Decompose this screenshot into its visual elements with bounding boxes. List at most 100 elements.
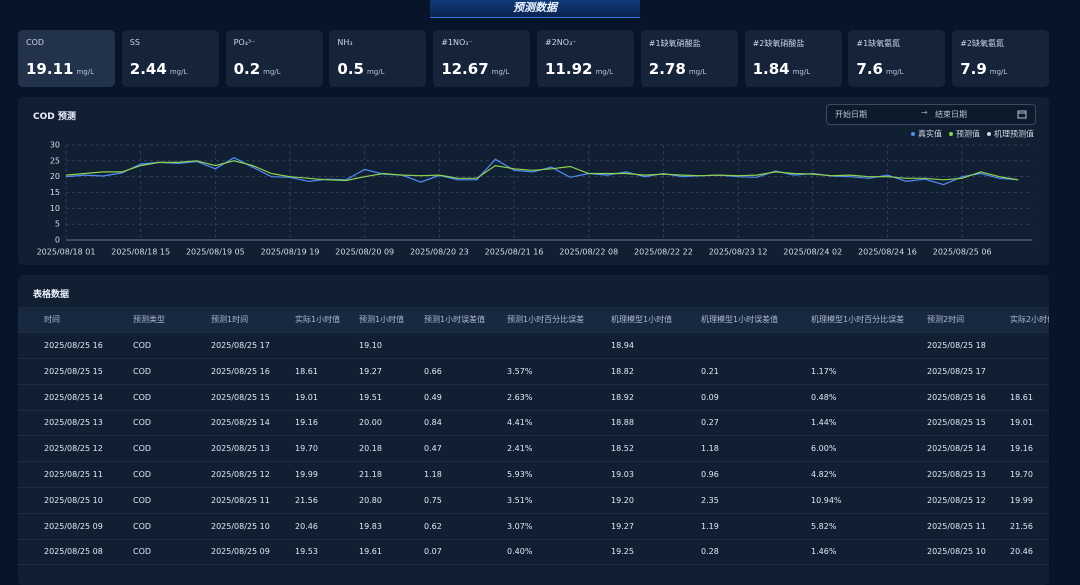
metric-label: #2NO₃⁻ bbox=[545, 38, 577, 47]
metric-number: 12.67 bbox=[441, 60, 489, 78]
table-cell: 2025/08/25 14 bbox=[44, 392, 103, 402]
x-tick-label: 2025/08/22 22 bbox=[634, 248, 693, 257]
start-date[interactable]: 开始日期 bbox=[835, 110, 867, 119]
metric-card[interactable]: #1NO₃⁻ 12.67 mg/L bbox=[433, 30, 531, 87]
table-cell: 19.20 bbox=[611, 495, 634, 505]
table-cell: 2025/08/25 16 bbox=[927, 392, 986, 402]
metric-card[interactable]: COD 19.11 mg/L bbox=[18, 30, 115, 87]
x-tick-label: 2025/08/20 23 bbox=[410, 248, 469, 257]
metric-number: 2.78 bbox=[648, 60, 686, 78]
metric-card[interactable]: #1缺氧硝酸盐 2.78 mg/L bbox=[640, 30, 738, 87]
x-tick-label: 2025/08/19 19 bbox=[261, 248, 320, 257]
metric-number: 1.84 bbox=[752, 60, 790, 78]
column-header: 时间 bbox=[44, 315, 60, 324]
page-title: 预测数据 bbox=[430, 0, 640, 18]
metric-card[interactable]: SS 2.44 mg/L bbox=[121, 30, 219, 87]
metric-value: 0.2 mg/L bbox=[234, 60, 281, 78]
legend-dot bbox=[987, 132, 991, 136]
metric-label: #2缺氧硝酸盐 bbox=[752, 39, 805, 48]
table-cell: 20.00 bbox=[359, 418, 382, 428]
table-cell: COD bbox=[133, 418, 152, 428]
metric-number: 2.44 bbox=[129, 60, 167, 78]
y-tick-label: 5 bbox=[55, 220, 60, 229]
table-cell: 2025/08/25 14 bbox=[927, 444, 986, 454]
table-cell: 19.01 bbox=[295, 392, 318, 402]
column-header: 预测2时间 bbox=[927, 315, 965, 324]
table-cell: 1.19 bbox=[701, 521, 719, 531]
table-cell: 0.07 bbox=[424, 547, 442, 557]
table-cell: COD bbox=[133, 547, 152, 557]
table-cell: 18.92 bbox=[611, 392, 634, 402]
table-cell: 19.70 bbox=[1010, 470, 1033, 479]
metric-card[interactable]: #2NO₃⁻ 11.92 mg/L bbox=[537, 30, 634, 87]
table-panel: 表格数据 时间 预测类型 预测1时间 实际1小时值 预测1小时值 预测1小时误差值 预测1小… bbox=[18, 275, 1049, 585]
table-cell: 6.00% bbox=[811, 444, 837, 454]
table-cell: 2025/08/25 10 bbox=[211, 521, 270, 531]
metric-label: COD bbox=[26, 38, 45, 47]
column-header: 机理模型1小时误差值 bbox=[701, 315, 779, 324]
table-cell: 2025/08/25 15 bbox=[44, 366, 103, 376]
table-cell: 0.09 bbox=[701, 392, 719, 402]
table-cell: 3.07% bbox=[507, 521, 533, 531]
legend-label: 预测值 bbox=[956, 129, 980, 139]
metric-card[interactable]: #2缺氧氨氮 7.9 mg/L bbox=[952, 30, 1050, 87]
table-cell: COD bbox=[133, 392, 152, 402]
table-cell: 0.75 bbox=[424, 495, 442, 505]
table-cell: 2025/08/25 12 bbox=[211, 470, 270, 479]
table-cell: 19.61 bbox=[359, 547, 382, 557]
table-cell: 18.61 bbox=[1010, 392, 1033, 402]
legend-label: 机理预测值 bbox=[994, 129, 1034, 139]
metric-card[interactable]: PO₄³⁻ 0.2 mg/L bbox=[225, 30, 323, 87]
metric-card[interactable]: #1缺氧氨氮 7.6 mg/L bbox=[848, 30, 946, 87]
table-header-row: 时间 预测类型 预测1时间 实际1小时值 预测1小时值 预测1小时误差值 预测1小时百分比误… bbox=[18, 307, 1049, 333]
table-cell: 20.46 bbox=[295, 521, 318, 531]
chart-panel: COD 预测 开始日期 → 结束日期 0 5 10 15 20 25 30 2025/08/1… bbox=[18, 97, 1049, 265]
table-cell: 19.16 bbox=[295, 418, 318, 428]
table-cell: 0.62 bbox=[424, 521, 442, 531]
table-cell: 2025/08/25 18 bbox=[927, 341, 986, 350]
table-cell: 2025/08/25 17 bbox=[211, 341, 270, 350]
table-cell: 19.27 bbox=[359, 366, 382, 376]
table-cell: 0.66 bbox=[424, 366, 442, 376]
x-tick-label: 2025/08/23 12 bbox=[709, 248, 768, 257]
metric-card[interactable]: #2缺氧硝酸盐 1.84 mg/L bbox=[744, 30, 842, 87]
legend-dot bbox=[949, 132, 953, 136]
metric-unit: mg/L bbox=[76, 68, 94, 76]
x-tick-label: 2025/08/24 16 bbox=[858, 248, 917, 257]
end-date[interactable]: 结束日期 bbox=[935, 110, 967, 119]
table-cell: 2025/08/25 14 bbox=[211, 418, 270, 428]
metric-value: 0.5 mg/L bbox=[337, 60, 384, 78]
metric-value: 7.9 mg/L bbox=[960, 60, 1007, 78]
metric-value: 7.6 mg/L bbox=[856, 60, 903, 78]
column-header: 实际1小时值 bbox=[295, 315, 341, 324]
table-cell: 20.46 bbox=[1010, 547, 1033, 557]
metric-unit: mg/L bbox=[595, 68, 613, 76]
metric-number: 0.5 bbox=[337, 60, 364, 78]
column-header: 实际2小时值 bbox=[1010, 315, 1049, 324]
table-cell: 4.82% bbox=[811, 470, 837, 479]
metric-label: #1NO₃⁻ bbox=[441, 38, 473, 47]
table-cell: 0.49 bbox=[424, 392, 442, 402]
table-cell: 19.27 bbox=[611, 521, 634, 531]
column-header: 预测1时间 bbox=[211, 315, 249, 324]
date-range-picker[interactable]: 开始日期 → 结束日期 bbox=[826, 104, 1036, 125]
table-cell: 2025/08/25 09 bbox=[44, 521, 103, 531]
metric-label: NH₃ bbox=[337, 38, 353, 47]
metric-number: 19.11 bbox=[26, 60, 74, 78]
table-cell: COD bbox=[133, 366, 152, 376]
table-cell: COD bbox=[133, 444, 152, 454]
y-tick-label: 10 bbox=[50, 204, 60, 213]
table-cell: 4.41% bbox=[507, 418, 533, 428]
table-cell: 19.10 bbox=[359, 341, 382, 350]
x-tick-label: 2025/08/25 06 bbox=[933, 248, 992, 257]
table-row: 2025/08/25 16 COD 2025/08/25 17 19.10 18.94 2… bbox=[18, 333, 1049, 359]
table-cell: 3.51% bbox=[507, 495, 533, 505]
table-cell: COD bbox=[133, 470, 152, 479]
y-tick-label: 20 bbox=[50, 172, 60, 181]
table-cell: 1.18 bbox=[701, 444, 719, 454]
column-header: 机理模型1小时值 bbox=[611, 315, 673, 324]
column-header: 机理模型1小时百分比误差 bbox=[811, 315, 905, 324]
table-row: 2025/08/25 13 COD 2025/08/25 14 19.16 20.00 0… bbox=[18, 410, 1049, 437]
metric-card[interactable]: NH₃ 0.5 mg/L bbox=[329, 30, 427, 87]
